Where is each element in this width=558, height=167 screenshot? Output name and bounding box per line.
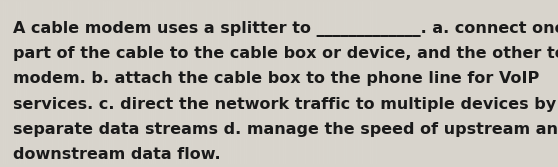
Text: services. c. direct the network traffic to multiple devices by using: services. c. direct the network traffic … <box>13 97 558 112</box>
Text: separate data streams d. manage the speed of upstream and: separate data streams d. manage the spee… <box>13 122 558 137</box>
Text: part of the cable to the cable box or device, and the other to the: part of the cable to the cable box or de… <box>13 46 558 61</box>
Text: modem. b. attach the cable box to the phone line for VoIP: modem. b. attach the cable box to the ph… <box>13 71 539 86</box>
Text: downstream data flow.: downstream data flow. <box>13 147 220 162</box>
Text: A cable modem uses a splitter to _____________. a. connect one: A cable modem uses a splitter to _______… <box>13 21 558 37</box>
